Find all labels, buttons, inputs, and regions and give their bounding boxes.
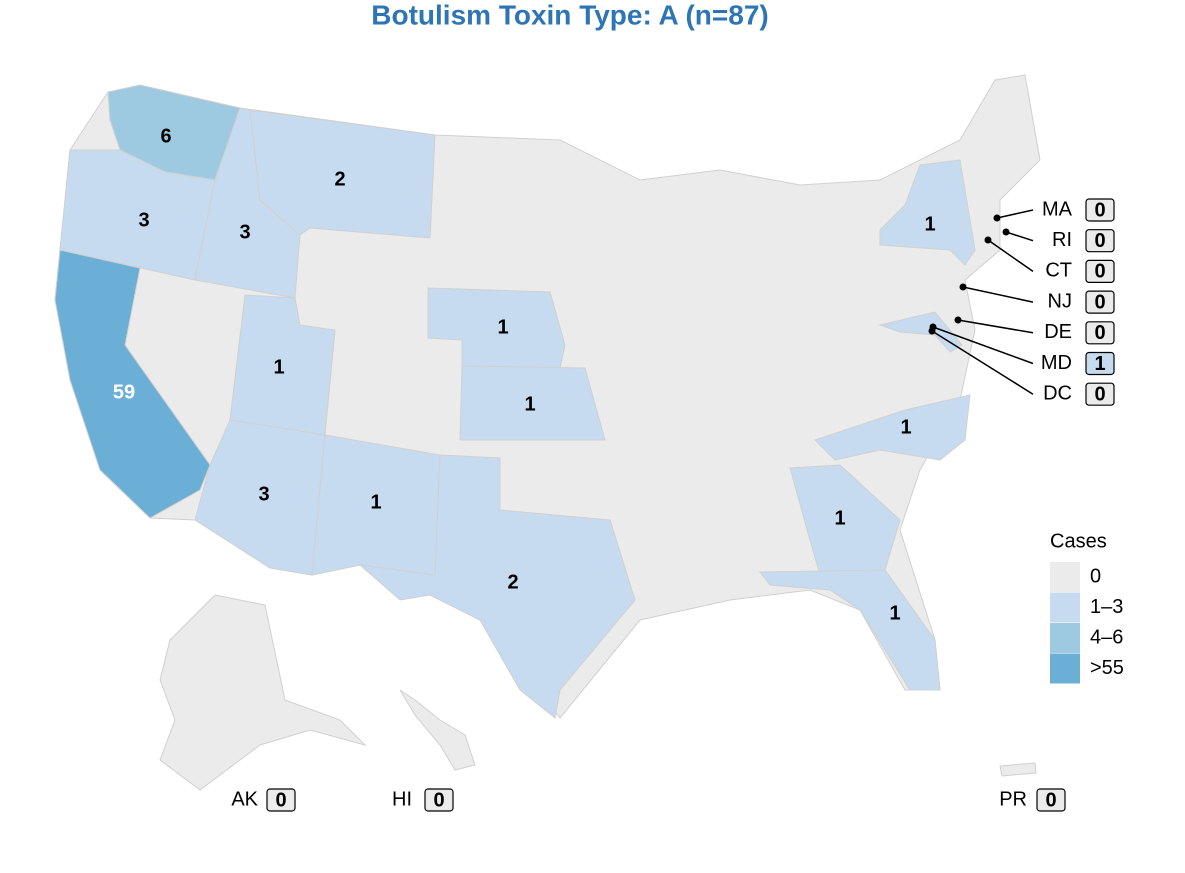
region-label: HI (392, 788, 412, 810)
region-value: 0 (433, 789, 444, 811)
legend-label: >55 (1090, 657, 1124, 679)
region-label: CT (1045, 260, 1072, 282)
value-box (1085, 229, 1115, 253)
state (814, 394, 971, 461)
value-box (1085, 351, 1115, 376)
region-label: DC (1043, 382, 1072, 404)
state-value: 59 (113, 381, 135, 403)
region-label: PR (999, 788, 1027, 810)
state-value: 3 (138, 209, 149, 231)
value-box (1085, 321, 1115, 345)
value-box (1085, 198, 1115, 222)
state-value: 3 (258, 483, 269, 505)
state (758, 569, 941, 691)
puerto-rico (999, 762, 1037, 777)
legend-title: Cases (1050, 530, 1107, 552)
legend: 0 1–3 4–6 >55 (1050, 562, 1124, 684)
region-value: 0 (275, 789, 286, 811)
state-value: 1 (889, 602, 900, 624)
state-value: 1 (273, 356, 284, 378)
region-label: DE (1044, 321, 1072, 343)
state (358, 454, 636, 719)
state-value: 1 (900, 416, 911, 438)
hawaii (399, 689, 476, 771)
region-value: 0 (1094, 230, 1105, 252)
value-box (266, 788, 296, 812)
state-value: 6 (160, 125, 171, 147)
callouts: MA 0 RI 0 CT 0 NJ 0 DE 0 MD 1 DC 0 (928, 198, 1115, 406)
region-value: 0 (1094, 199, 1105, 221)
legend-label: 0 (1090, 565, 1101, 587)
legend-swatch (1050, 623, 1080, 653)
leader-line (996, 209, 1034, 219)
state (249, 109, 436, 239)
leader-line (987, 239, 1034, 273)
legend-swatch (1050, 592, 1080, 623)
leader-line (931, 330, 1034, 395)
leader-dot (928, 327, 936, 335)
region-label: AK (231, 788, 258, 810)
region-value: 0 (1045, 789, 1056, 811)
state (54, 249, 211, 519)
value-box (424, 788, 454, 812)
leader-dot (959, 283, 967, 291)
region-label: MA (1042, 198, 1073, 220)
state-value: 2 (334, 168, 345, 190)
state-value: 1 (497, 316, 508, 338)
alaska (159, 594, 367, 791)
leader-line (1005, 231, 1034, 242)
region-value: 0 (1094, 261, 1105, 283)
value-box (1085, 290, 1115, 314)
legend-label: 1–3 (1090, 596, 1123, 618)
map-title: Botulism Toxin Type: A (n=87) (371, 0, 768, 30)
state-value: 3 (239, 221, 250, 243)
region-value: 0 (1094, 383, 1105, 405)
state (878, 311, 963, 353)
leader-dot (993, 214, 1001, 222)
leader-line (962, 286, 1034, 303)
insets: AK 0 HI 0 PR 0 (231, 788, 1066, 812)
region-value: 0 (1094, 291, 1105, 313)
state-value: 1 (524, 393, 535, 415)
state-value: 1 (924, 213, 935, 235)
leader-line (957, 319, 1034, 334)
value-box (1036, 788, 1066, 812)
legend-swatch (1050, 653, 1080, 684)
leader-dot (954, 316, 962, 324)
leader-line (932, 326, 1034, 365)
state (879, 159, 976, 266)
region-value: 0 (1094, 322, 1105, 344)
state-value: 1 (370, 491, 381, 513)
region-label: MD (1041, 352, 1072, 374)
leader-dot (984, 236, 992, 244)
value-box (1085, 382, 1115, 406)
region-label: RI (1052, 229, 1072, 251)
region-value: 1 (1094, 353, 1105, 375)
state-value: 2 (507, 571, 518, 593)
legend-label: 4–6 (1090, 626, 1123, 648)
leader-dot (1002, 228, 1010, 236)
state (459, 365, 606, 441)
value-box (1085, 259, 1115, 283)
state-value: 1 (834, 507, 845, 529)
region-label: NJ (1048, 290, 1072, 312)
legend-swatch (1050, 562, 1080, 592)
